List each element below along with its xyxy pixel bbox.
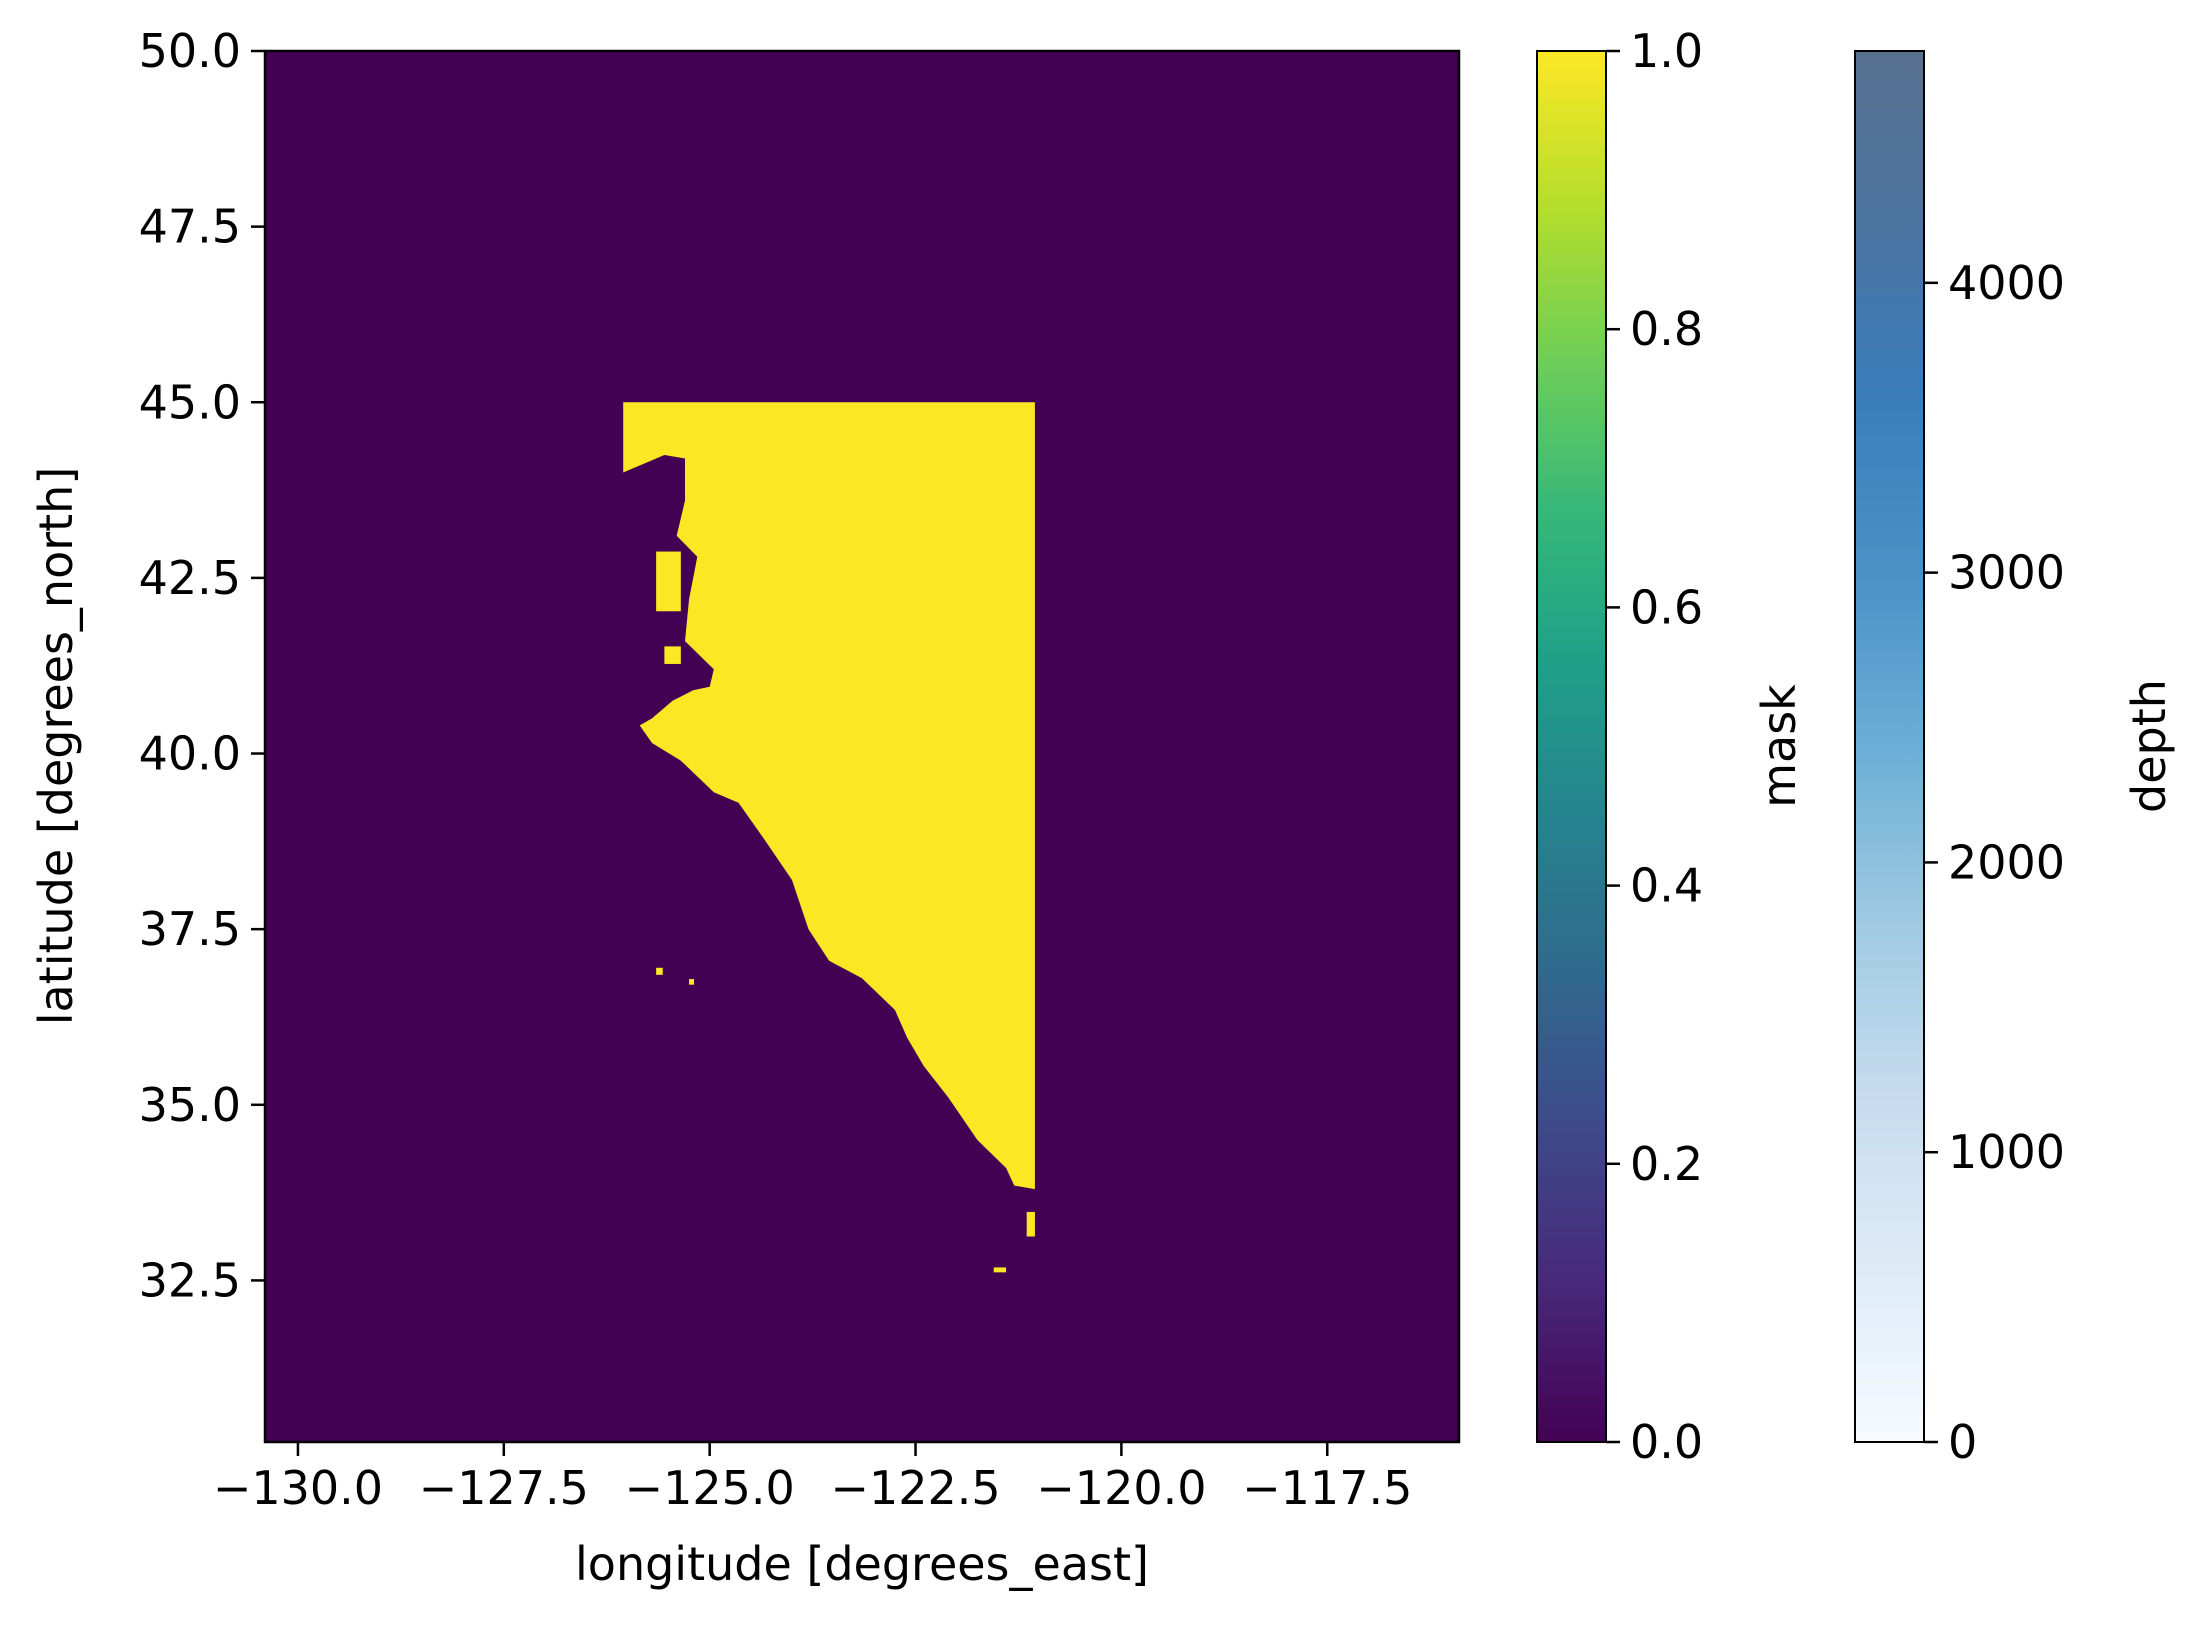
depth-colorbar-tick-label: 2000 <box>1948 835 2065 889</box>
x-tick-label: −117.5 <box>1242 1461 1412 1515</box>
mask-colorbar-tick-label: 0.2 <box>1630 1137 1703 1191</box>
y-tick-label: 42.5 <box>139 551 241 605</box>
x-tick-label: −120.0 <box>1036 1461 1206 1515</box>
x-tick-label: −122.5 <box>830 1461 1000 1515</box>
mask-region-layer <box>623 402 1035 1273</box>
depth-colorbar-tick-label: 4000 <box>1948 256 2065 310</box>
mask-colorbar-tick-label: 0.8 <box>1630 302 1703 356</box>
mask-island-2 <box>656 967 663 975</box>
mask-colorbar-label: mask <box>1752 684 1806 808</box>
mask-land-polygon <box>623 402 1035 1190</box>
y-tick-label: 45.0 <box>139 375 241 429</box>
mask-colorbar-tick-label: 0.0 <box>1630 1415 1703 1469</box>
mask-colorbar-tick-label: 0.6 <box>1630 580 1703 634</box>
mask-island-4 <box>940 1043 961 1054</box>
y-tick-label: 35.0 <box>139 1078 241 1132</box>
depth-colorbar-gradient <box>1854 50 1925 1443</box>
x-tick-label: −127.5 <box>419 1461 589 1515</box>
depth-colorbar-tick-label: 0 <box>1948 1415 1977 1469</box>
y-tick-label: 50.0 <box>139 24 241 78</box>
mask-colorbar-tick-label: 0.4 <box>1630 859 1703 913</box>
y-axis: 32.5 35.0 37.5 40.0 42.5 45.0 47.5 50.0 <box>139 24 265 1307</box>
mask-colorbar-gradient <box>1536 50 1607 1443</box>
depth-colorbar-label: depth <box>2122 679 2176 813</box>
mask-island-5 <box>1026 1211 1035 1237</box>
x-axis: −130.0 −127.5 −125.0 −122.5 −120.0 −117.5 <box>213 1442 1412 1515</box>
depth-colorbar: 0 1000 2000 3000 4000 depth <box>1854 50 2176 1469</box>
mask-colorbar-tick-label: 1.0 <box>1630 24 1703 78</box>
mask-colorbar: 0.0 0.2 0.4 0.6 0.8 1.0 mask <box>1536 24 1806 1469</box>
y-tick-label: 40.0 <box>139 727 241 781</box>
y-tick-label: 37.5 <box>139 902 241 956</box>
mask-island-0 <box>656 551 681 612</box>
y-axis-label: latitude [degrees_north] <box>29 467 83 1026</box>
y-tick-label: 32.5 <box>139 1253 241 1307</box>
mask-island-6 <box>993 1267 1007 1273</box>
y-tick-label: 47.5 <box>139 200 241 254</box>
mask-island-3 <box>689 979 695 985</box>
heatmap-plot-area <box>263 49 1461 1444</box>
mask-colorbar-ticks: 0.0 0.2 0.4 0.6 0.8 1.0 <box>1606 24 1703 1469</box>
mask-island-1 <box>664 646 681 664</box>
depth-colorbar-tick-label: 1000 <box>1948 1125 2065 1179</box>
depth-colorbar-tick-label: 3000 <box>1948 546 2065 600</box>
x-tick-label: −125.0 <box>625 1461 795 1515</box>
x-axis-label: longitude [degrees_east] <box>575 1537 1149 1591</box>
plot-frame <box>263 49 1461 1444</box>
depth-colorbar-ticks: 0 1000 2000 3000 4000 <box>1924 256 2065 1469</box>
x-tick-label: −130.0 <box>213 1461 383 1515</box>
